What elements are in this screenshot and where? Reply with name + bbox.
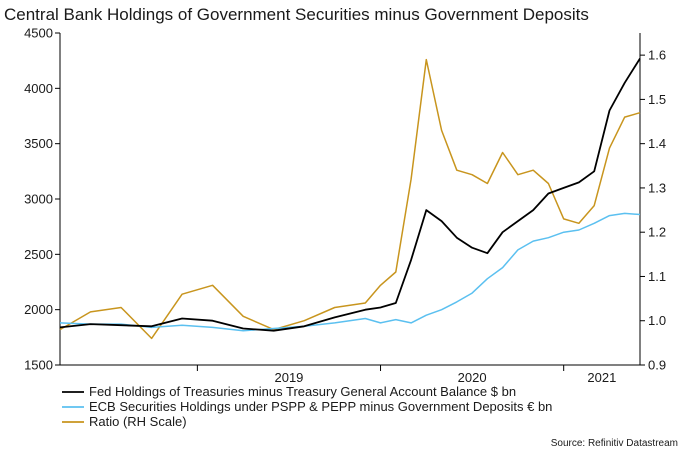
series-line-3 bbox=[59, 58, 641, 340]
axes: 1500 2000 2500 3000 3500 4000 4500 0.9 1.0 1.1 1.2… bbox=[24, 26, 666, 386]
y-right-tick-label: 1.2 bbox=[648, 225, 666, 240]
y-left-tick-label: 3500 bbox=[24, 136, 53, 151]
y-left-tick-label: 2500 bbox=[24, 247, 53, 262]
y-left-tick-label: 4000 bbox=[24, 81, 53, 96]
source-note: Source: Refinitiv Datastream bbox=[551, 438, 678, 449]
y-right-tick-label: 1.0 bbox=[648, 313, 666, 328]
chart-title: Central Bank Holdings of Government Secu… bbox=[4, 5, 589, 24]
legend-label: ECB Securities Holdings under PSPP & PEP… bbox=[89, 399, 552, 414]
y-left-tick-label: 1500 bbox=[24, 358, 53, 373]
x-tick-label: 2021 bbox=[587, 370, 616, 385]
legend-label: Fed Holdings of Treasuries minus Treasur… bbox=[89, 384, 516, 399]
legend-label: Ratio (RH Scale) bbox=[89, 414, 187, 429]
y-left-tick-label: 2000 bbox=[24, 302, 53, 317]
y-right-tick-label: 1.1 bbox=[648, 269, 666, 284]
series-lines bbox=[59, 58, 641, 340]
legend: Fed Holdings of Treasuries minus Treasur… bbox=[62, 384, 552, 429]
series-line-2 bbox=[59, 212, 641, 332]
y-left-tick-label: 3000 bbox=[24, 192, 53, 207]
y-right-tick-label: 0.9 bbox=[648, 358, 666, 373]
y-right-tick-label: 1.6 bbox=[648, 48, 666, 63]
series-line-1 bbox=[59, 58, 641, 332]
y-right-tick-label: 1.3 bbox=[648, 180, 666, 195]
y-right-tick-label: 1.4 bbox=[648, 136, 666, 151]
y-right-tick-label: 1.5 bbox=[648, 92, 666, 107]
x-tick-label: 2019 bbox=[274, 370, 303, 385]
y-left-tick-label: 4500 bbox=[24, 26, 53, 41]
x-tick-label: 2020 bbox=[458, 370, 487, 385]
